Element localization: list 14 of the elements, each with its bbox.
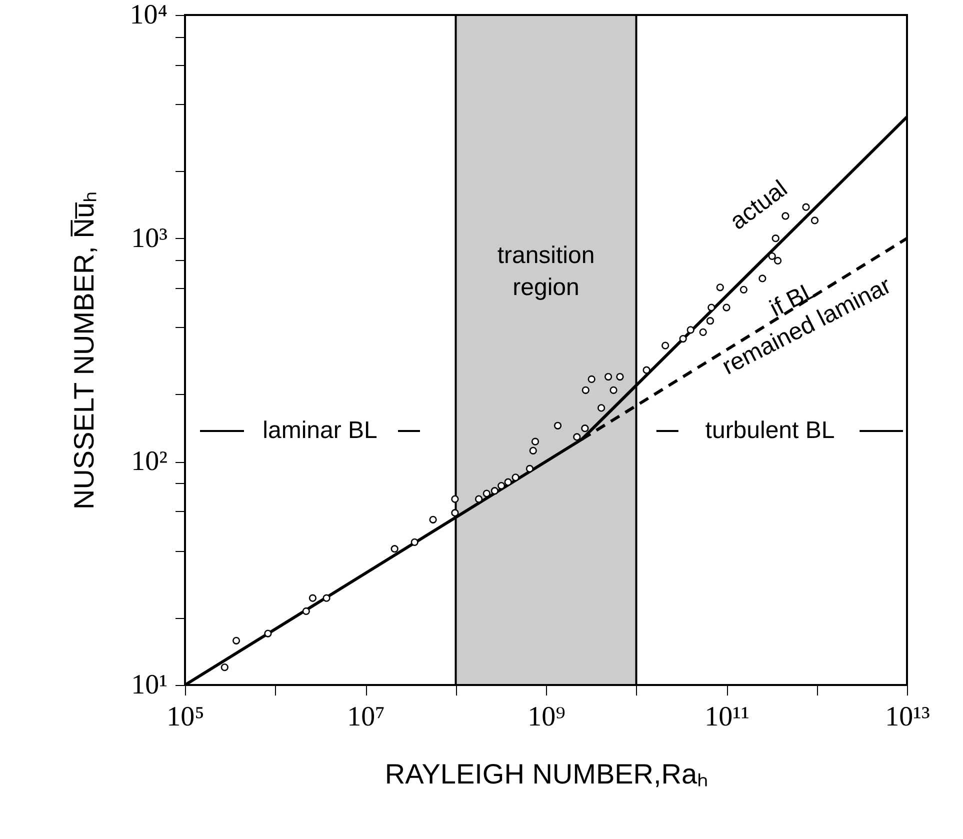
x-tick-label: 10¹³ [885,702,930,732]
y-tick-label: 10⁴ [130,0,168,30]
x-axis-title: RAYLEIGH NUMBER,Raₕ [384,758,708,790]
x-tick-label: 10⁵ [166,702,204,732]
annotation: laminar BL [262,417,378,444]
x-tick-label: 10⁷ [347,702,385,732]
band-label: transition region [497,242,595,302]
y-tick-label: 10¹ [131,670,168,700]
y-tick-label: 10² [131,446,168,478]
x-tick-label: 10¹¹ [704,702,750,732]
y-axis-title: NUSSELT NUMBER, N̅u̅ₕ [68,191,100,510]
y-tick-label: 10³ [131,222,168,254]
x-tick-label: 10⁹ [528,702,566,732]
annotation: turbulent BL [705,417,835,444]
